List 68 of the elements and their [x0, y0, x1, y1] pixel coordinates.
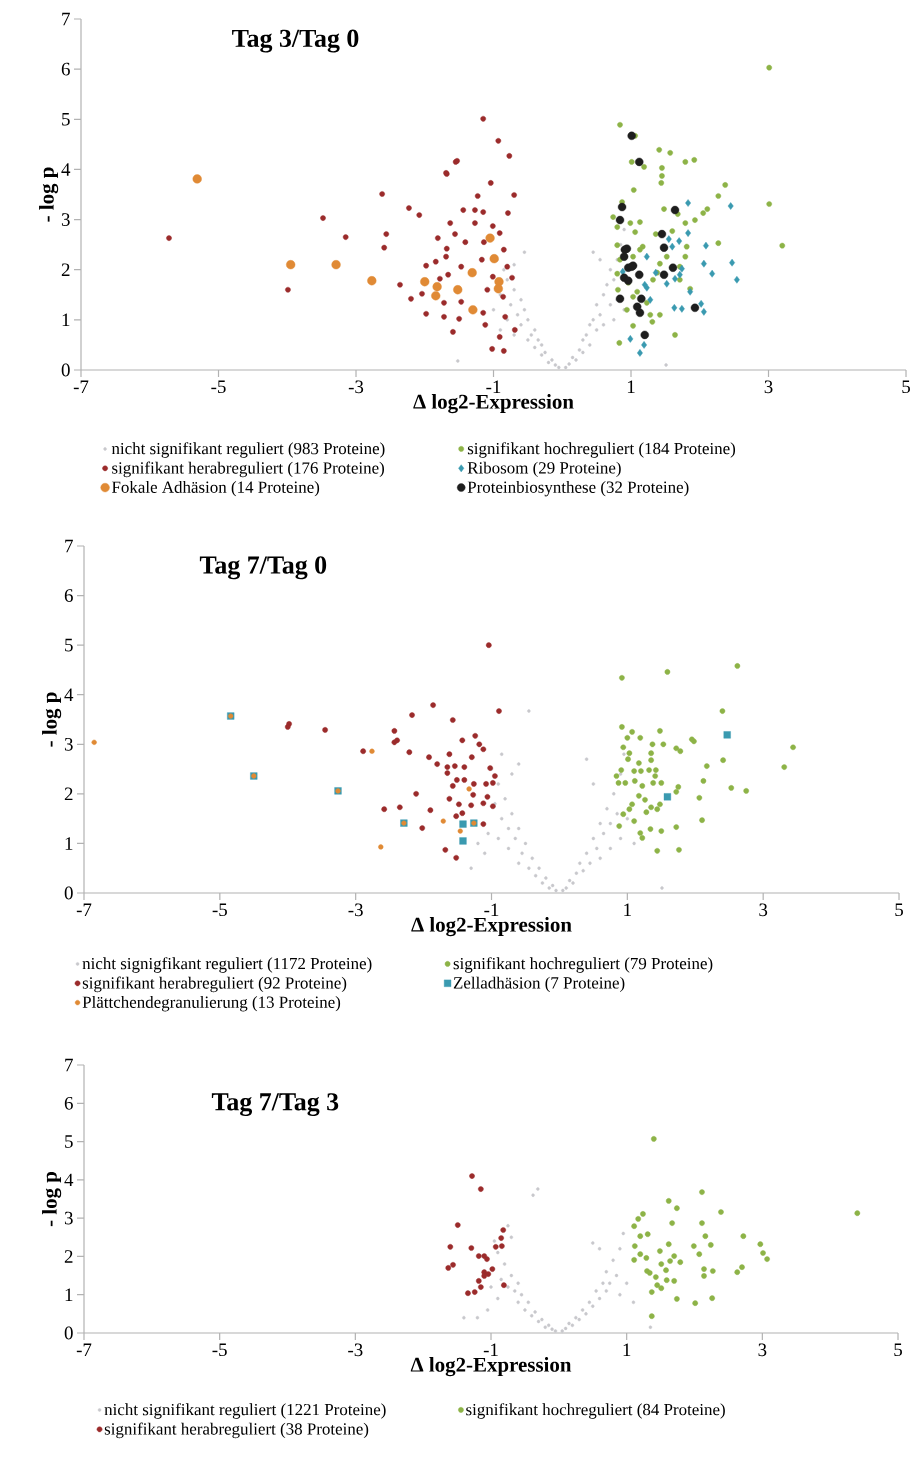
x-tick-label: -5 — [212, 1343, 227, 1357]
y-tick-label: 0 — [61, 363, 70, 377]
x-tick-label: -1 — [484, 903, 499, 917]
x-tick-label: -7 — [76, 903, 92, 916]
y-tick-label: 4 — [64, 688, 74, 701]
legend-label: Plättchendegranulierung (13 Proteine) — [82, 995, 341, 1012]
text: Tag 7/Tag 3 — [211, 1093, 339, 1117]
y-tick-label: 6 — [64, 589, 73, 602]
x-tick-label: -3 — [348, 903, 363, 917]
x-tick-label: -1 — [486, 380, 501, 393]
x-axis-title: Δ log2-Expression — [410, 1357, 572, 1377]
y-axis-title: - log p — [39, 167, 59, 222]
legend-label: Proteinbiosynthese (32 Proteine) — [467, 480, 689, 497]
y-tick-label: 6 — [64, 1096, 73, 1110]
legend-label: Fokale Adhäsion (14 Proteine) — [111, 480, 320, 497]
y-tick-label: 0 — [64, 886, 73, 900]
x-tick-label: 5 — [902, 380, 910, 394]
y-tick-label: 4 — [61, 163, 71, 176]
y-tick-label: 2 — [64, 787, 73, 801]
x-tick-label: 1 — [627, 380, 635, 393]
x-tick-label: -1 — [483, 1343, 498, 1357]
legend-label: nicht signigfikant reguliert (1172 Proteine) — [82, 957, 372, 973]
legend-label: signifikant herabreguliert (176 Proteine) — [112, 461, 385, 478]
x-tick-label: -3 — [348, 1343, 363, 1357]
y-tick-label: 1 — [65, 1288, 73, 1301]
y-tick-label: 3 — [64, 737, 73, 751]
y-tick-label: 1 — [62, 313, 70, 327]
x-tick-label: 5 — [894, 1343, 902, 1357]
y-tick-label: 2 — [64, 1250, 73, 1263]
y-tick-label: 2 — [61, 263, 70, 276]
x-tick-label: -5 — [212, 903, 227, 917]
x-tick-label: 1 — [624, 903, 631, 917]
y-tick-label: 0 — [64, 1326, 73, 1340]
x-tick-label: -7 — [73, 380, 89, 393]
y-tick-label: 4 — [64, 1173, 74, 1187]
x-tick-label: 3 — [759, 903, 768, 917]
legend-label: Ribosom (29 Proteine) — [467, 461, 621, 478]
legend-label: signifikant herabreguliert (92 Proteine) — [82, 976, 347, 993]
y-tick-label: 5 — [62, 112, 70, 126]
x-tick-label: 3 — [764, 380, 773, 394]
y-axis-title: - log p — [42, 692, 62, 747]
x-tick-label: 1 — [623, 1343, 631, 1357]
chart-title: Tag 7/Tag 0 — [199, 556, 327, 580]
legend-label: signifikant hochreguliert (84 Proteine) — [466, 1403, 725, 1419]
y-tick-label: 5 — [65, 638, 73, 652]
legend-label: signifikant hochreguliert (184 Proteine) — [467, 442, 736, 458]
y-tick-label: 3 — [61, 213, 70, 226]
legend-label: nicht signifikant reguliert (1221 Proteine) — [104, 1403, 386, 1419]
y-tick-label: 7 — [65, 539, 73, 553]
y-tick-label: 1 — [65, 837, 73, 850]
legend-label: Zelladhäsion (7 Proteine) — [453, 976, 625, 993]
y-tick-label: 7 — [62, 12, 70, 26]
legend-label: signifikant hochreguliert (79 Proteine) — [453, 957, 713, 973]
x-axis-title: Δ log2-Expression — [413, 394, 574, 414]
x-tick-label: -7 — [76, 1343, 92, 1356]
y-axis-title: - log p — [42, 1171, 62, 1227]
y-tick-label: 6 — [61, 62, 70, 76]
chart-title: Tag 3/Tag 0 — [232, 29, 359, 53]
x-tick-label: -5 — [211, 380, 226, 394]
y-tick-label: 3 — [64, 1211, 73, 1225]
y-tick-label: 5 — [65, 1135, 73, 1148]
y-tick-label: 7 — [65, 1058, 73, 1072]
x-tick-label: -3 — [348, 380, 364, 394]
legend-label: nicht signifikant reguliert (983 Proteine) — [111, 442, 385, 458]
legend-label: signifikant herabreguliert (38 Proteine) — [104, 1422, 369, 1439]
x-tick-label: 3 — [758, 1343, 767, 1357]
x-axis-title: Δ log2-Expression — [411, 917, 572, 937]
x-tick-label: 5 — [895, 903, 903, 917]
